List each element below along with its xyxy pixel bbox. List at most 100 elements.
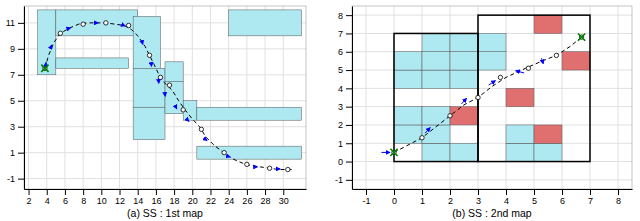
tick-mark: [18, 23, 24, 24]
axis-domain: [352, 7, 353, 190]
waypoint: [158, 75, 162, 79]
tick: 6: [338, 47, 352, 57]
grid-line-y: [24, 48, 306, 49]
tick: 3: [10, 122, 24, 132]
tick-mark: [18, 101, 24, 102]
tick: 20: [188, 189, 198, 206]
tick-mark: [346, 15, 352, 16]
tick: 2: [27, 189, 32, 206]
tick-label: 12: [115, 196, 125, 206]
grid-line-x: [210, 6, 211, 189]
tick-label: 0: [392, 196, 397, 206]
tick-mark: [346, 180, 352, 181]
waypoint: [199, 127, 203, 131]
tick-label: 24: [224, 196, 234, 206]
cell: [394, 107, 422, 125]
tick-label: 2: [338, 120, 343, 130]
direction-arrow: [68, 27, 70, 29]
direction-arrow: [277, 168, 280, 169]
tick: -1: [362, 189, 370, 206]
cell-outline: [394, 33, 478, 161]
tick-mark: [366, 189, 367, 195]
tick-mark: [450, 189, 451, 195]
tick-label: 2: [448, 196, 453, 206]
cell: [534, 15, 562, 33]
tick: 12: [115, 189, 125, 206]
tick-mark: [590, 189, 591, 195]
tick-mark: [478, 189, 479, 195]
cell: [422, 52, 450, 70]
tick: 4: [45, 189, 50, 206]
waypoint: [222, 150, 226, 154]
tick-label: 6: [63, 196, 68, 206]
tick-label: 20: [188, 196, 198, 206]
chart-figure: 24681012141618202224262830-11357911(a) S…: [0, 0, 640, 221]
tick-label: 1: [420, 196, 425, 206]
axis-domain: [25, 189, 307, 190]
trajectory: [45, 23, 294, 170]
tick-mark: [534, 189, 535, 195]
cell: [450, 33, 478, 51]
waypoint: [181, 108, 185, 112]
tick-label: 18: [170, 196, 180, 206]
waypoint: [267, 166, 271, 170]
grid: [24, 6, 306, 189]
direction-arrow: [227, 156, 230, 158]
tick-label: 6: [338, 47, 343, 57]
cell: [394, 52, 422, 70]
waypoint: [448, 114, 452, 118]
tick: 18: [170, 189, 180, 206]
tick-label: -1: [362, 196, 370, 206]
tick-mark: [346, 52, 352, 53]
direction-arrow: [51, 45, 52, 47]
waypoint: [81, 22, 85, 26]
direction-arrow: [425, 128, 430, 133]
waypoint: [526, 66, 530, 70]
plot-area: [381, 15, 590, 161]
tick-mark: [394, 189, 395, 195]
tick: 8: [338, 11, 352, 21]
tick-mark: [156, 189, 157, 195]
tick-label: 26: [242, 196, 252, 206]
tick-label: 8: [338, 11, 343, 21]
waypoint: [104, 21, 108, 25]
tick-mark: [229, 189, 230, 195]
axis-domain: [24, 7, 25, 190]
tick-label: 7: [338, 29, 343, 39]
direction-arrow: [255, 166, 258, 167]
tick-label: 3: [338, 102, 343, 112]
cell: [394, 125, 422, 143]
tick-label: 22: [206, 196, 216, 206]
tick-label: 3: [10, 122, 15, 132]
direction-arrow: [516, 71, 524, 73]
tick: 6: [63, 189, 68, 206]
cell: [450, 143, 478, 161]
tick-label: 7: [588, 196, 593, 206]
panel: 24681012141618202224262830-11357911(a) S…: [6, 6, 307, 219]
direction-arrow: [187, 119, 189, 121]
plot-frame: [352, 6, 632, 189]
tick: 1: [338, 139, 352, 149]
tick: 7: [10, 70, 24, 80]
cell: [534, 143, 562, 161]
tick-mark: [247, 189, 248, 195]
tick: 2: [448, 189, 453, 206]
tick-mark: [506, 189, 507, 195]
waypoint: [476, 95, 480, 99]
tick-label: 8: [616, 196, 621, 206]
waypoint: [126, 23, 130, 27]
cell: [422, 143, 450, 161]
tick-mark: [83, 189, 84, 195]
grid-line-x: [28, 6, 29, 189]
tick-label: 4: [45, 196, 50, 206]
tick: 7: [588, 189, 593, 206]
tick-mark: [18, 179, 24, 180]
grid-line-x: [192, 6, 193, 189]
waypoint: [58, 31, 62, 35]
tick-mark: [101, 189, 102, 195]
direction-arrow: [175, 106, 177, 109]
tick-label: 0: [338, 157, 343, 167]
direction-arrow: [381, 152, 389, 153]
endpoint-marker: [390, 149, 397, 156]
tick: 2: [338, 120, 352, 130]
